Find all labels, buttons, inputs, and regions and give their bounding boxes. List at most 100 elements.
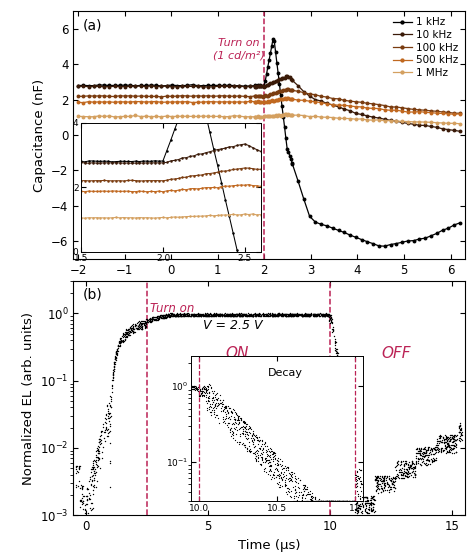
Point	[138, 321, 146, 330]
Point	[146, 315, 154, 324]
Point	[110, 358, 118, 367]
Point	[417, 445, 425, 454]
Point	[269, 312, 276, 321]
Point	[422, 448, 430, 457]
Point	[442, 444, 449, 453]
Point	[338, 375, 346, 384]
Point	[418, 452, 425, 461]
Point	[301, 310, 309, 319]
Point	[164, 310, 172, 319]
Point	[450, 443, 457, 452]
Point	[293, 311, 301, 320]
Point	[95, 448, 102, 457]
Point	[364, 496, 371, 505]
Point	[392, 483, 399, 492]
Point	[321, 311, 329, 320]
Point	[161, 312, 169, 321]
Point	[424, 451, 432, 460]
Point	[362, 505, 369, 514]
Point	[83, 496, 91, 505]
Point	[266, 309, 274, 318]
Point	[74, 468, 82, 477]
Point	[457, 426, 465, 434]
Point	[430, 457, 438, 466]
Point	[361, 496, 369, 505]
Point	[445, 447, 452, 456]
Point	[89, 481, 97, 490]
Point	[234, 309, 242, 318]
Point	[404, 472, 411, 481]
Point	[270, 311, 278, 320]
Point	[293, 310, 301, 319]
Point	[367, 500, 375, 509]
Point	[387, 477, 395, 486]
Point	[359, 492, 367, 501]
Point	[106, 413, 113, 422]
Point	[76, 462, 83, 471]
Point	[141, 322, 148, 331]
Point	[165, 311, 173, 320]
Point	[363, 497, 371, 506]
Point	[451, 436, 459, 444]
Point	[214, 311, 221, 320]
Point	[315, 309, 323, 318]
Point	[232, 310, 239, 319]
Point	[456, 423, 463, 432]
1 MHz	[319, 114, 324, 120]
Point	[143, 316, 151, 325]
Point	[268, 312, 276, 321]
Point	[180, 311, 188, 320]
Point	[259, 309, 267, 318]
Point	[215, 310, 222, 319]
1 kHz	[75, 82, 81, 89]
Point	[190, 311, 198, 320]
Point	[145, 317, 152, 326]
Point	[323, 310, 330, 319]
Point	[189, 312, 197, 321]
Point	[456, 421, 464, 429]
Point	[436, 437, 444, 446]
Point	[424, 444, 431, 453]
Point	[199, 311, 206, 320]
Point	[372, 473, 380, 482]
Point	[76, 495, 84, 504]
Point	[90, 476, 97, 485]
Point	[146, 316, 154, 325]
Point	[155, 312, 163, 321]
Point	[434, 448, 441, 457]
Point	[310, 312, 317, 321]
Point	[233, 310, 241, 319]
Point	[241, 310, 248, 319]
Point	[275, 310, 283, 319]
Point	[274, 311, 282, 320]
Point	[92, 453, 100, 462]
Point	[445, 442, 452, 451]
Point	[89, 457, 97, 466]
Point	[411, 469, 419, 478]
Point	[99, 442, 106, 451]
Point	[133, 319, 141, 328]
Point	[120, 336, 128, 345]
Point	[195, 310, 203, 319]
Point	[272, 310, 280, 319]
Point	[169, 311, 177, 320]
Point	[256, 309, 264, 318]
Point	[293, 309, 301, 318]
Point	[325, 317, 333, 326]
Point	[182, 311, 190, 320]
Point	[408, 468, 415, 477]
Point	[451, 432, 458, 441]
Point	[192, 310, 200, 319]
Point	[181, 309, 189, 318]
Point	[236, 309, 243, 318]
Point	[175, 312, 182, 321]
Point	[414, 455, 422, 463]
Point	[180, 310, 188, 319]
Point	[354, 494, 361, 502]
Point	[216, 310, 224, 319]
Point	[374, 477, 382, 486]
Point	[127, 324, 134, 333]
Point	[305, 312, 312, 321]
Point	[111, 353, 119, 361]
Point	[268, 311, 275, 320]
